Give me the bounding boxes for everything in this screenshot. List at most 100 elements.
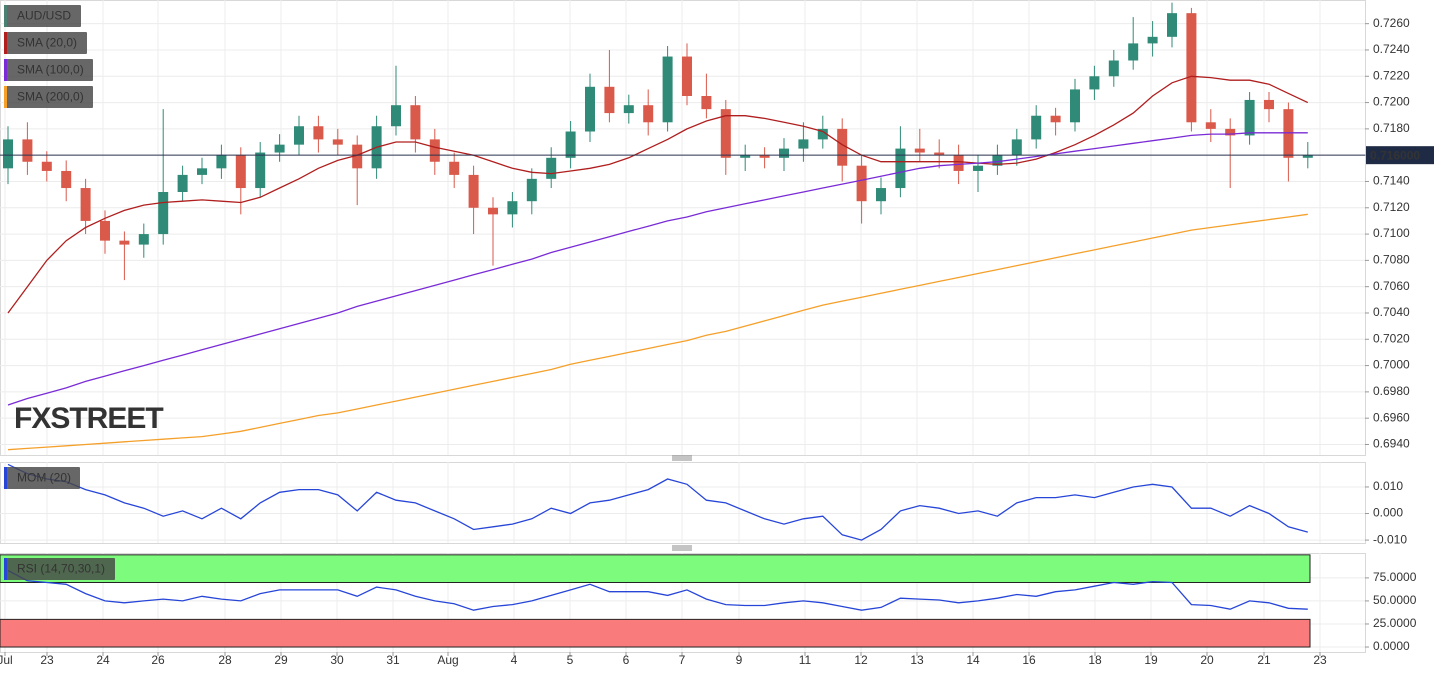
x-tick-label: 6 <box>623 653 630 667</box>
y-tick-label: 0.6980 <box>1373 384 1410 398</box>
x-tick-label: 4 <box>511 653 518 667</box>
x-tick-label: 7 <box>679 653 686 667</box>
x-tick-label: 13 <box>910 653 924 667</box>
y-tick-label: 0.7260 <box>1373 16 1410 30</box>
x-tick-label: 30 <box>330 653 344 667</box>
candle-body <box>22 139 33 162</box>
legend-label: MOM (20) <box>17 471 71 485</box>
candle-body <box>3 139 13 169</box>
candle-body <box>779 148 789 158</box>
panel <box>0 462 1366 544</box>
y-tick-label: 0.7140 <box>1373 174 1410 188</box>
candle-body <box>623 105 634 114</box>
x-tick-label: 29 <box>274 653 288 667</box>
candle-body <box>914 148 925 153</box>
x-tick-label: 23 <box>1313 653 1327 667</box>
x-tick-label: 31 <box>386 653 400 667</box>
y-tick-label: 75.0000 <box>1373 570 1417 584</box>
y-tick-label: 0.7220 <box>1373 68 1410 82</box>
candle-body <box>41 161 52 171</box>
watermark: FXSTREET <box>14 402 163 435</box>
legend-box <box>4 32 87 54</box>
y-tick-label: 0.7000 <box>1373 358 1410 372</box>
y-tick-label: 50.0000 <box>1373 593 1417 607</box>
x-tick-label: 23 <box>40 653 54 667</box>
candle-body <box>1031 115 1042 140</box>
line <box>7 132 1308 406</box>
candle-body <box>235 155 246 189</box>
y-tick-label: 0.000 <box>1373 506 1403 520</box>
candle-body <box>740 155 751 158</box>
band <box>0 618 1311 648</box>
candle-body <box>1205 122 1216 129</box>
candle-body <box>216 155 227 169</box>
candle-body <box>662 56 673 123</box>
candle-body <box>100 220 110 241</box>
candle-body <box>1070 89 1080 123</box>
legend-swatch <box>4 558 7 580</box>
candle-body <box>973 165 983 171</box>
y-tick-label: 0.7180 <box>1373 121 1410 135</box>
y-tick-label: 0.7080 <box>1373 253 1410 267</box>
candle-body <box>1147 36 1158 44</box>
legend-label: AUD/USD <box>17 9 71 23</box>
candle-body <box>61 170 72 189</box>
candle-body <box>546 157 557 179</box>
legend-box <box>4 467 80 489</box>
y-tick-label: 0.7120 <box>1373 200 1410 214</box>
x-tick-label: 21 <box>1257 653 1271 667</box>
candle-body <box>255 152 266 189</box>
x-tick-label: 5 <box>567 653 574 667</box>
candle-body <box>488 207 498 215</box>
candle-body <box>1108 60 1119 77</box>
legend-swatch <box>4 467 7 489</box>
legend-label: RSI (14,70,30,1) <box>17 562 105 576</box>
candle-body <box>953 155 964 171</box>
candle-body <box>449 161 460 175</box>
legend-box <box>4 59 93 81</box>
candle-body <box>604 86 615 114</box>
y-tick-label: 0.0000 <box>1373 639 1410 653</box>
candle-body <box>1244 99 1255 136</box>
candle-body <box>565 131 576 158</box>
last-price-label: 0.716000 <box>1370 148 1420 162</box>
legend-swatch <box>4 32 7 54</box>
candle-body <box>585 86 595 132</box>
legend-box <box>4 558 115 580</box>
line <box>7 213 1308 451</box>
candle-body <box>895 148 906 189</box>
candle-body <box>313 126 324 140</box>
candle-body <box>197 168 207 175</box>
candle-body <box>837 128 848 166</box>
y-tick-label: 0.7200 <box>1373 95 1410 109</box>
candle-body <box>294 126 304 145</box>
candle-body <box>352 144 363 169</box>
candle-body <box>1186 13 1197 123</box>
x-tick-label: 11 <box>799 653 812 667</box>
x-tick-label: 9 <box>736 653 743 667</box>
candle-body <box>759 155 770 158</box>
candle-body <box>934 152 945 156</box>
y-tick-label: 25.0000 <box>1373 616 1417 630</box>
x-tick-label: 16 <box>1022 653 1036 667</box>
candle-body <box>1283 109 1294 158</box>
candle-body <box>526 178 537 202</box>
legend-swatch <box>4 59 7 81</box>
line <box>7 463 1308 541</box>
candle-body <box>1089 76 1100 90</box>
candle-body <box>332 139 343 145</box>
candle-body <box>1302 155 1313 158</box>
x-tick-label: 19 <box>1144 653 1158 667</box>
legend-swatch <box>4 86 7 108</box>
candle-body <box>429 139 440 162</box>
legend-box <box>4 86 93 108</box>
x-tick-label: 20 <box>1200 653 1214 667</box>
legend-box <box>4 5 81 27</box>
candle-body <box>682 56 692 96</box>
x-tick-label: 18 <box>1088 653 1102 667</box>
candle-body <box>468 174 479 208</box>
x-tick-label: 28 <box>218 653 232 667</box>
last-price-box <box>1366 146 1434 165</box>
candle-body <box>80 188 91 221</box>
